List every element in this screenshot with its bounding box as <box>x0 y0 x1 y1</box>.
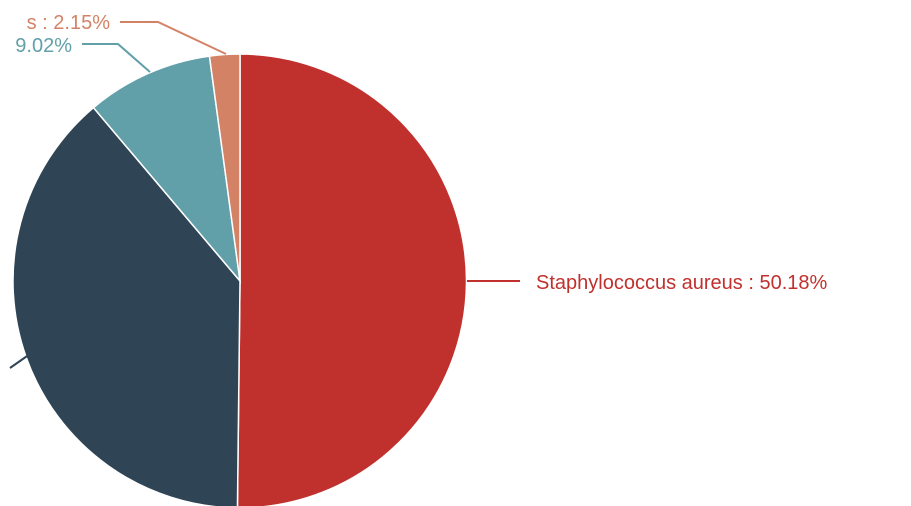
slice-label-3: s : 2.15% <box>27 12 111 34</box>
leader-lines <box>9 21 520 369</box>
pie-slice-3[interactable] <box>208 53 241 282</box>
pie-slice-2[interactable] <box>92 55 242 284</box>
pie-slice-0[interactable] <box>236 53 468 506</box>
pie-slice-1[interactable] <box>12 106 241 506</box>
leader-line-1 <box>9 339 51 369</box>
slice-labels: Staphylococcus aureus : 50.18% 9.02%s : 2… <box>15 12 827 294</box>
pie-slices <box>12 53 468 506</box>
slice-label-2: 9.02% <box>15 35 72 57</box>
slice-label-0: Staphylococcus aureus : 50.18% <box>536 272 828 294</box>
leader-line-3 <box>120 21 227 55</box>
leader-line-2 <box>82 43 151 73</box>
